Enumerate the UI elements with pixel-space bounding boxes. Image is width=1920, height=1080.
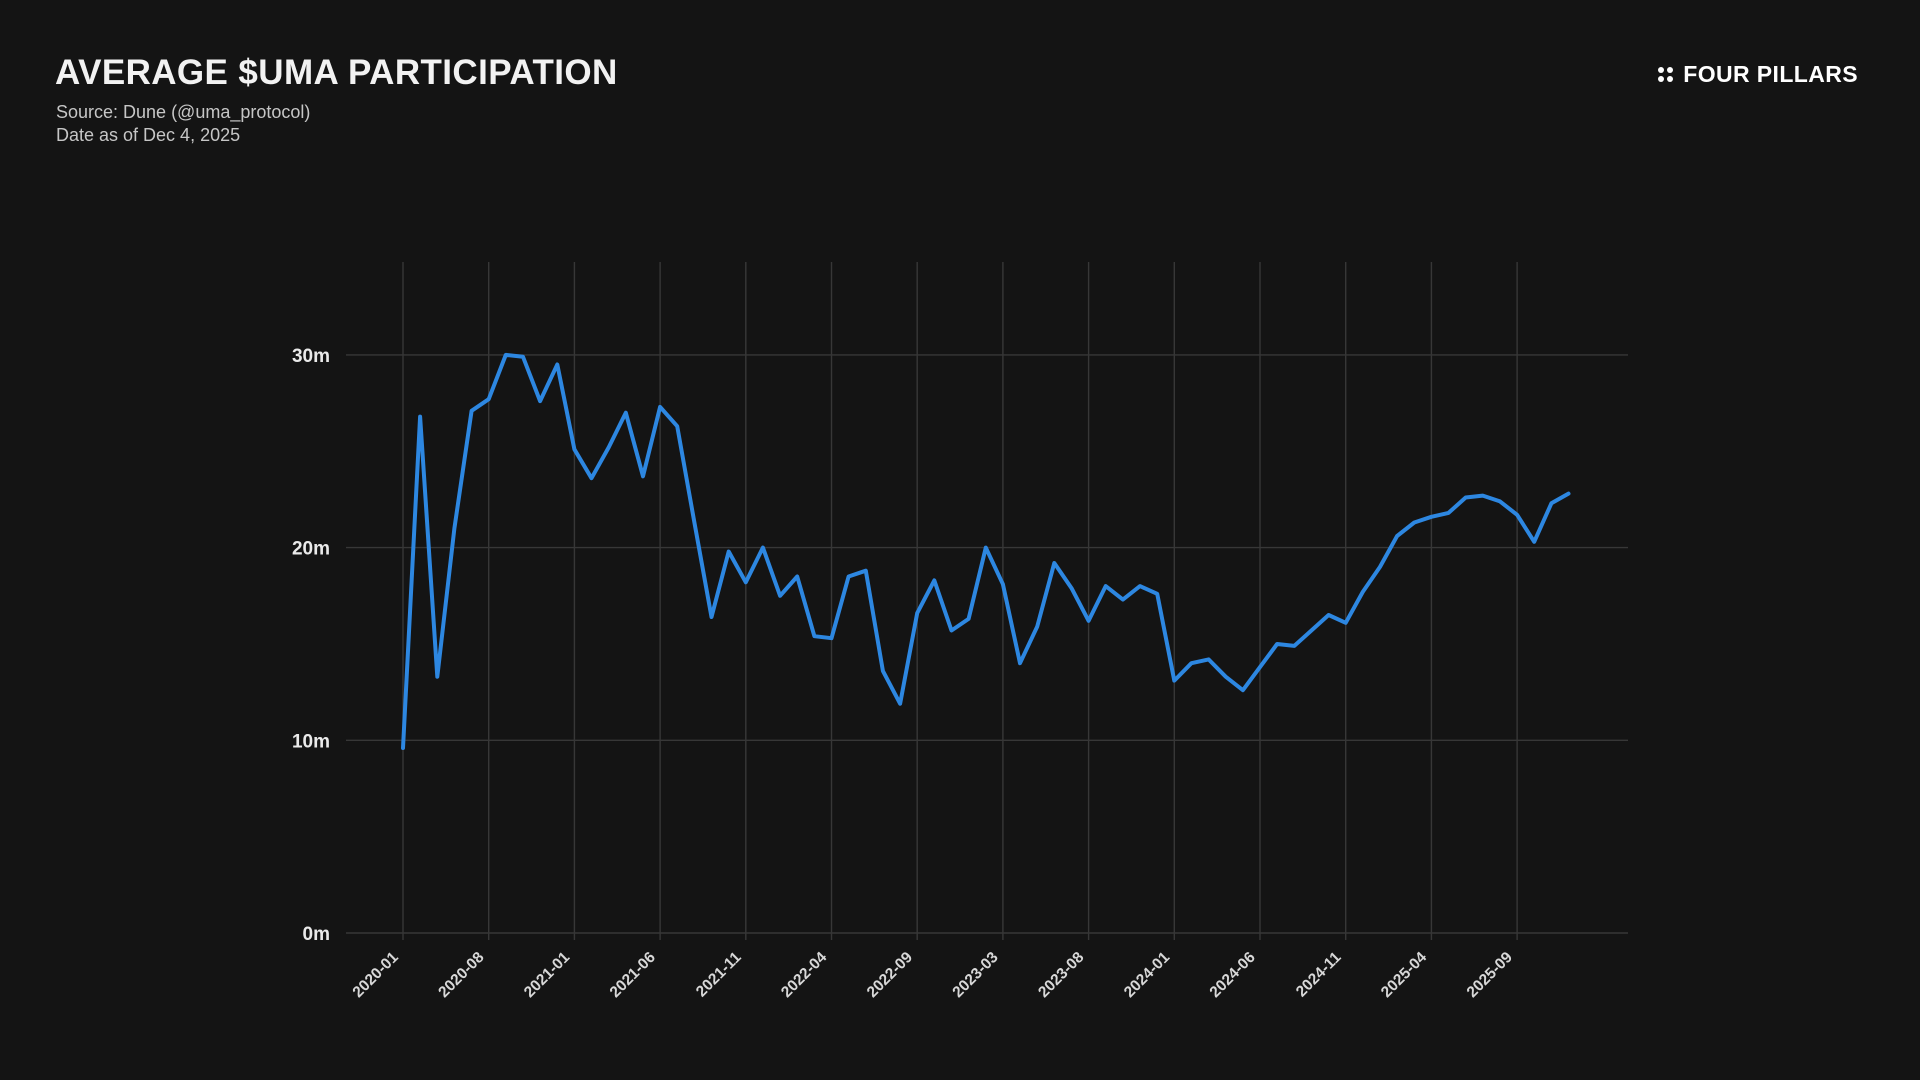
y-tick-label: 20m [292, 539, 330, 560]
x-tick-label: 2024-11 [1293, 949, 1345, 1001]
x-tick-label: 2021-06 [607, 949, 660, 1002]
data-line [401, 352, 1571, 750]
source-line: Source: Dune (@uma_protocol) [56, 102, 311, 122]
date-line: Date as of Dec 4, 2025 [56, 125, 241, 145]
x-tick-label: 2025-09 [1464, 949, 1517, 1002]
grid-lines [346, 262, 1628, 940]
x-tick-label: 2020-01 [350, 949, 403, 1002]
chart-subtitle: Source: Dune (@uma_protocol) Date as of … [56, 101, 310, 147]
x-tick-label: 2024-06 [1207, 949, 1260, 1002]
x-tick-label: 2022-04 [778, 949, 831, 1002]
x-tick-label: 2025-04 [1378, 949, 1431, 1002]
brand-name: FOUR PILLARS [1683, 60, 1858, 87]
brand-logo: FOUR PILLARS [1658, 59, 1858, 89]
four-dots-icon [1658, 66, 1674, 82]
y-tick-label: 30m [292, 346, 330, 367]
x-tick-label: 2020-08 [435, 949, 488, 1002]
x-tick-label: 2023-08 [1035, 949, 1088, 1002]
x-tick-label: 2024-01 [1121, 949, 1174, 1002]
page-title: AVERAGE $UMA PARTICIPATION [55, 53, 618, 92]
y-tick-label: 0m [303, 924, 330, 945]
x-tick-label: 2023-03 [949, 949, 1002, 1002]
y-tick-label: 10m [292, 731, 330, 752]
x-tick-label: 2021-01 [521, 949, 574, 1002]
x-tick-label: 2022-09 [864, 949, 917, 1002]
x-tick-label: 2021-11 [693, 949, 745, 1001]
